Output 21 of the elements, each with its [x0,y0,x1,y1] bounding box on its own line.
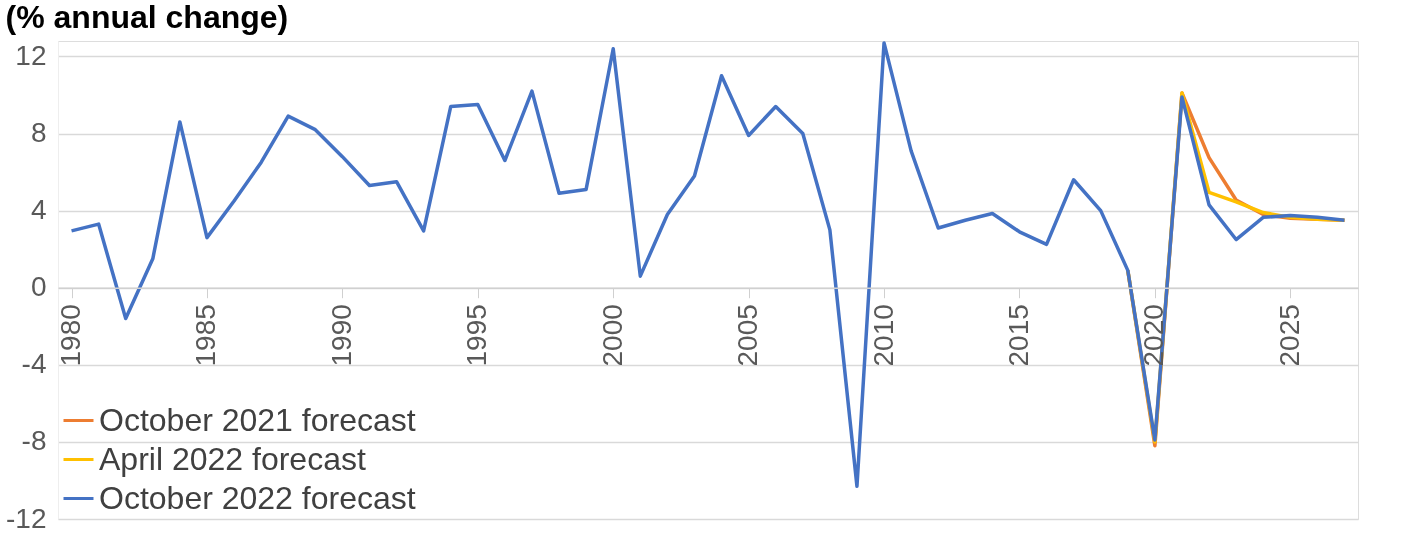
x-tick-label: 2025 [1273,304,1305,367]
x-tick-label: 1995 [461,304,493,367]
x-tick-label: 1980 [55,304,87,367]
x-tick-label: 1990 [325,304,357,367]
chart-title: (% annual change) [5,0,289,35]
x-tick-label: 2015 [1002,304,1034,367]
legend-label: October 2021 forecast [99,401,416,438]
x-tick-label: 2020 [1138,304,1170,367]
x-tick-label: 2010 [867,304,899,367]
legend-label: October 2022 forecast [99,479,416,516]
y-tick-label: -8 [21,425,47,457]
x-tick-label: 2000 [596,304,628,367]
y-tick-label: 4 [30,194,47,226]
x-tick-label: 1985 [190,304,222,367]
y-tick-label: 0 [30,271,47,303]
x-tick-label: 2005 [732,304,764,367]
y-tick-label: 8 [30,117,47,149]
y-tick-label: 12 [15,39,47,71]
legend-label: April 2022 forecast [99,440,366,477]
y-tick-label: -12 [6,502,47,534]
y-tick-label: -4 [21,348,47,380]
